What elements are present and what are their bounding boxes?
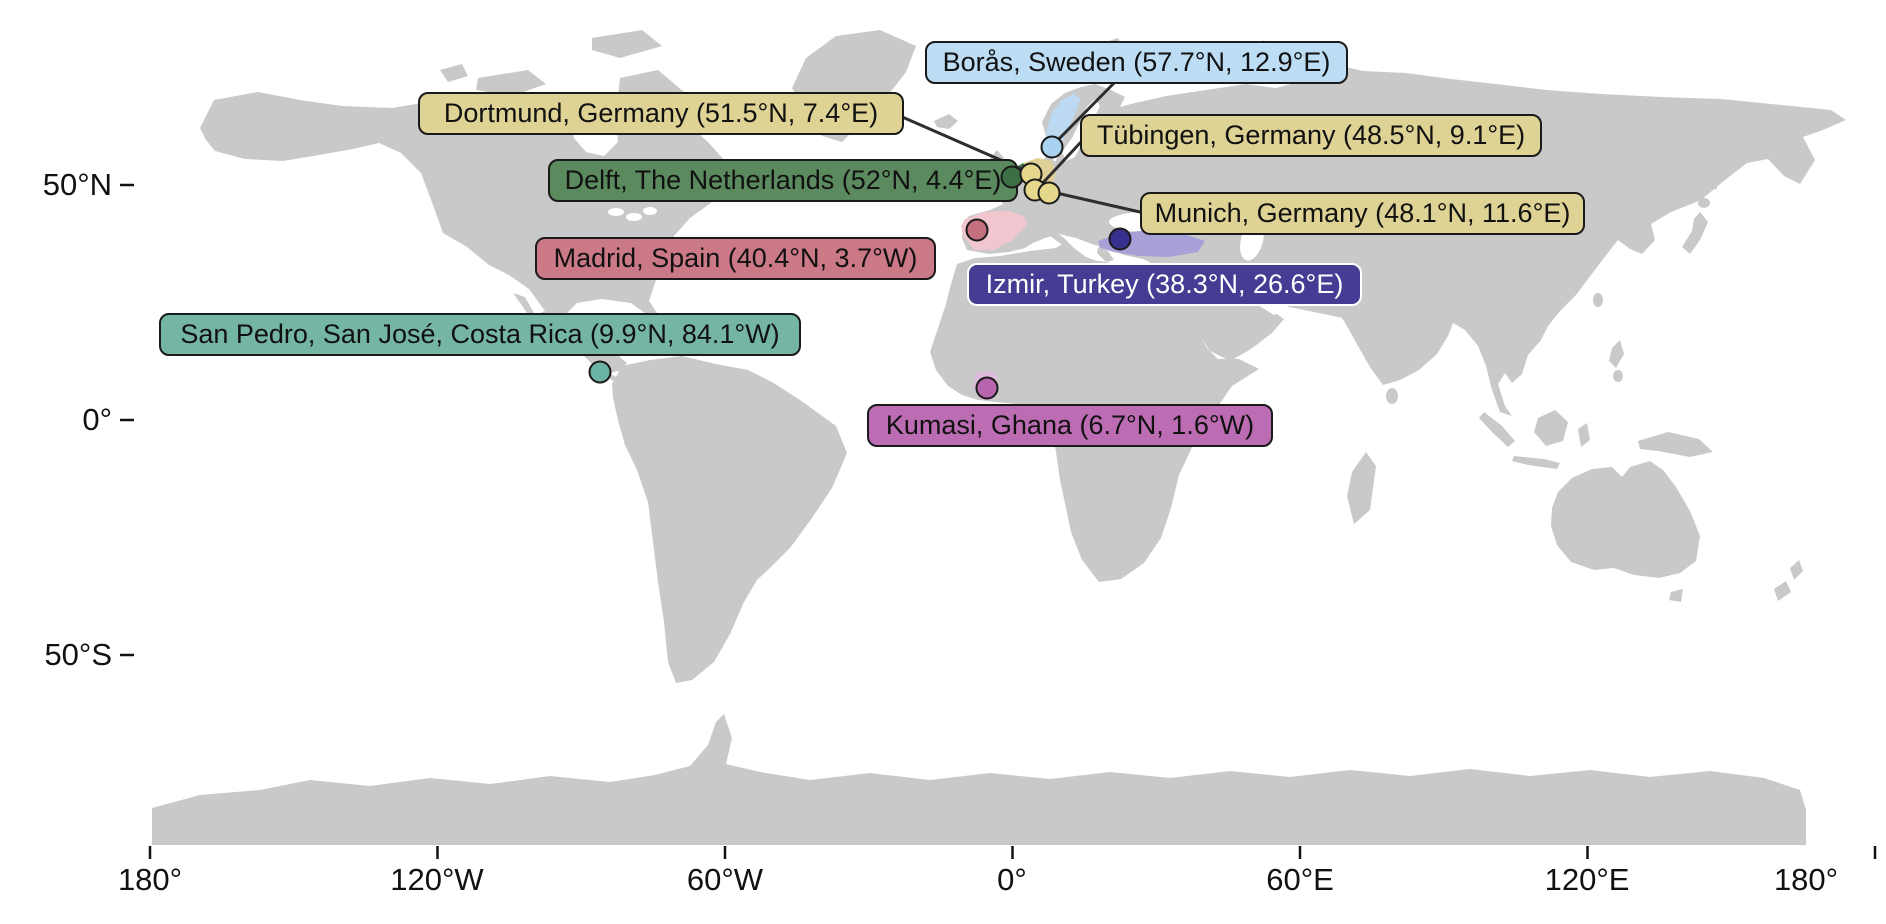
landmass-new-zealand-north bbox=[1790, 560, 1803, 580]
landmass-borneo bbox=[1534, 410, 1568, 446]
landmass-australia bbox=[1551, 461, 1700, 578]
landmass-madagascar bbox=[1347, 452, 1376, 524]
great-lake-1 bbox=[608, 208, 624, 216]
landmass-mindanao bbox=[1613, 370, 1623, 382]
landmass-ellesmere-island bbox=[592, 30, 662, 58]
landmass-iceland bbox=[934, 114, 958, 129]
landmass-greece bbox=[1097, 247, 1114, 262]
x-axis-tick-label: 0° bbox=[997, 862, 1027, 897]
location-label-dortmund: Dortmund, Germany (51.5°N, 7.4°E) bbox=[418, 92, 904, 135]
y-axis-tick-label: 0° bbox=[82, 402, 112, 437]
location-label-boras: Borås, Sweden (57.7°N, 12.9°E) bbox=[925, 41, 1348, 84]
x-axis-tick-label: 60°E bbox=[1266, 862, 1334, 897]
location-label-tubingen: Tübingen, Germany (48.5°N, 9.1°E) bbox=[1080, 114, 1542, 157]
landmass-antarctica bbox=[152, 714, 1806, 845]
location-label-kumasi: Kumasi, Ghana (6.7°N, 1.6°W) bbox=[867, 404, 1273, 447]
great-lake-3 bbox=[643, 207, 657, 215]
axis-ticks bbox=[120, 183, 1877, 859]
location-label-izmir: Izmir, Turkey (38.3°N, 26.6°E) bbox=[967, 263, 1362, 306]
x-axis-tick-label: 120°W bbox=[390, 862, 484, 897]
landmass-banks-island bbox=[440, 64, 468, 82]
landmass-sakhalin bbox=[1710, 160, 1722, 190]
landmass-tasmania bbox=[1669, 589, 1683, 602]
landmass-sumatra bbox=[1479, 412, 1515, 447]
x-axis-tick-label: 120°E bbox=[1544, 862, 1630, 897]
location-label-munich: Munich, Germany (48.1°N, 11.6°E) bbox=[1140, 192, 1585, 235]
leader-line-tubingen bbox=[1038, 141, 1082, 188]
x-axis-tick-label: 180° bbox=[117, 862, 183, 897]
location-label-delft: Delft, The Netherlands (52°N, 4.4°E) bbox=[548, 159, 1018, 202]
leader-line-boras bbox=[1050, 80, 1117, 148]
x-axis-tick-label: 180° bbox=[1773, 862, 1839, 897]
landmass-new-guinea bbox=[1638, 432, 1713, 457]
landmass-new-zealand-south bbox=[1774, 581, 1791, 601]
landmass-java bbox=[1512, 456, 1560, 469]
location-label-sanpedro: San Pedro, San José, Costa Rica (9.9°N, … bbox=[159, 313, 801, 356]
leader-line-munich bbox=[1050, 190, 1142, 214]
great-lake-2 bbox=[626, 213, 642, 221]
landmass-hokkaido bbox=[1698, 198, 1710, 208]
landmass-italy bbox=[1050, 230, 1094, 266]
y-axis-tick-label: 50°N bbox=[42, 167, 112, 202]
landmass-philippines bbox=[1609, 340, 1624, 368]
landmass-japan bbox=[1682, 212, 1708, 254]
landmass-victoria-island bbox=[476, 70, 546, 96]
landmass-sulawesi bbox=[1578, 423, 1590, 447]
location-label-madrid: Madrid, Spain (40.4°N, 3.7°W) bbox=[535, 237, 936, 280]
landmass-south-america bbox=[612, 356, 847, 683]
x-axis-tick-label: 60°W bbox=[686, 862, 764, 897]
landmass-taiwan bbox=[1593, 293, 1603, 307]
y-axis-tick-label: 50°S bbox=[44, 637, 112, 672]
landmass-sri-lanka bbox=[1386, 388, 1398, 404]
